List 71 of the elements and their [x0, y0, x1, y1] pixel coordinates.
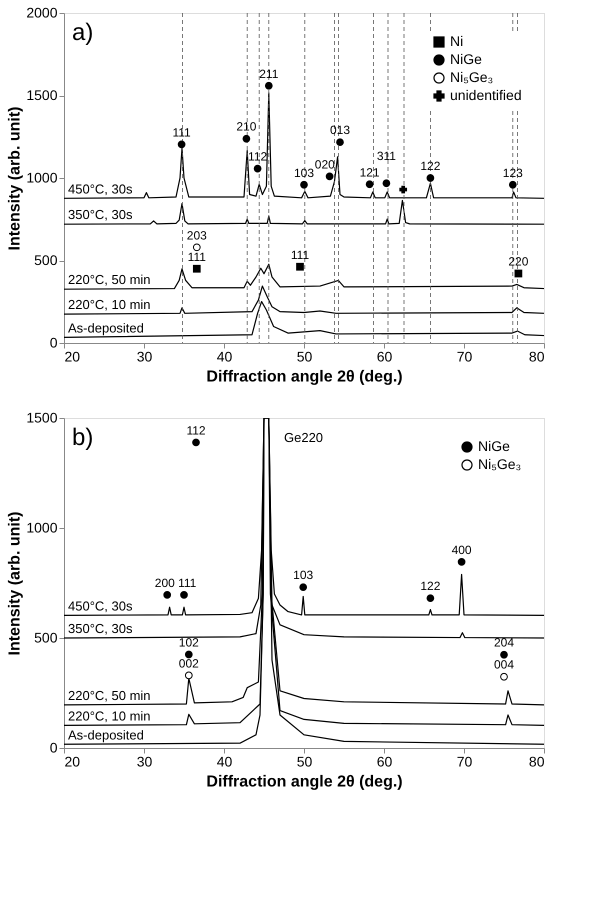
annotation: 204 [494, 636, 514, 650]
annotation: 123 [502, 166, 524, 180]
legend-label: Ni₅Ge₃ [450, 69, 494, 85]
annotation: Ge220 [284, 430, 324, 445]
annotation: 111 [178, 576, 197, 590]
x-tick-label: 60 [376, 754, 392, 770]
annotation: 112 [248, 150, 268, 164]
annotation: 020 [314, 157, 336, 172]
annotation: 103 [293, 568, 314, 582]
y-tick-label: 2000 [26, 4, 58, 20]
x-tick-label: 80 [528, 348, 545, 364]
legend-label: Ni [450, 33, 464, 49]
annotation: b) [72, 424, 94, 451]
annotation: 220°C, 10 min [68, 297, 151, 312]
annotation: 111 [290, 248, 310, 262]
annotation: 220 [508, 254, 529, 269]
x-tick-label: 30 [136, 348, 152, 364]
legend-label: NiGe [478, 438, 510, 454]
annotation: 122 [420, 159, 441, 173]
legend-label: NiGe [450, 51, 482, 67]
y-tick-label: 500 [34, 630, 58, 646]
x-tick-label: 60 [376, 348, 392, 364]
annotation: 013 [330, 123, 350, 138]
annotation: 103 [294, 166, 314, 180]
annotation: 210 [236, 120, 257, 134]
y-axis-title: Intensity (arb. unit) [6, 106, 24, 250]
annotation: 111 [172, 125, 192, 140]
annotation: 121 [360, 165, 380, 180]
annotation: 350°C, 30s [68, 621, 133, 636]
annotation: 102 [178, 636, 200, 650]
annotation: 111 [188, 250, 206, 264]
y-tick-label: 1500 [26, 410, 58, 426]
x-tick-label: 80 [528, 754, 545, 770]
annotation: 311 [376, 149, 396, 164]
annotation: As-deposited [68, 727, 144, 742]
x-tick-label: 70 [456, 348, 472, 364]
annotation: 220°C, 50 min [68, 272, 151, 288]
legend-label: unidentified [450, 87, 522, 103]
y-tick-label: 1000 [26, 170, 58, 186]
y-tick-label: 1000 [26, 520, 58, 536]
annotation: a) [72, 19, 94, 46]
x-tick-label: 70 [456, 754, 472, 770]
x-tick-label: 30 [136, 754, 152, 770]
x-tick-label: 50 [296, 754, 312, 770]
x-tick-label: 20 [64, 754, 80, 770]
annotation: 122 [420, 579, 441, 594]
x-tick-label: 40 [216, 348, 232, 364]
x-tick-label: 50 [296, 348, 312, 364]
annotation: 350°C, 30s [68, 207, 133, 222]
annotation: 203 [186, 228, 208, 242]
annotation: 112 [186, 423, 206, 438]
annotation: 450°C, 30s [68, 598, 133, 614]
x-axis-title: Diffraction angle 2θ (deg.) [206, 368, 403, 386]
x-axis-title: Diffraction angle 2θ (deg.) [206, 774, 403, 790]
annotation: 220°C, 50 min [68, 688, 151, 703]
y-axis-title: Intensity (arb. unit) [6, 512, 24, 656]
annotation: 220°C, 10 min [68, 708, 151, 724]
legend-label: Ni₅Ge₃ [478, 456, 522, 472]
annotation: 211 [259, 66, 279, 81]
annotation: 004 [494, 658, 514, 672]
annotation: 200 [154, 576, 176, 590]
annotation: 002 [178, 656, 200, 670]
x-tick-label: 20 [64, 348, 80, 364]
x-tick-label: 40 [216, 754, 232, 770]
y-tick-label: 1500 [26, 87, 58, 103]
y-tick-label: 0 [50, 740, 58, 756]
y-tick-label: 0 [50, 334, 58, 350]
annotation: 450°C, 30s [68, 181, 133, 196]
y-tick-label: 500 [34, 252, 58, 268]
annotation: 400 [452, 542, 472, 557]
annotation: As-deposited [68, 320, 144, 336]
